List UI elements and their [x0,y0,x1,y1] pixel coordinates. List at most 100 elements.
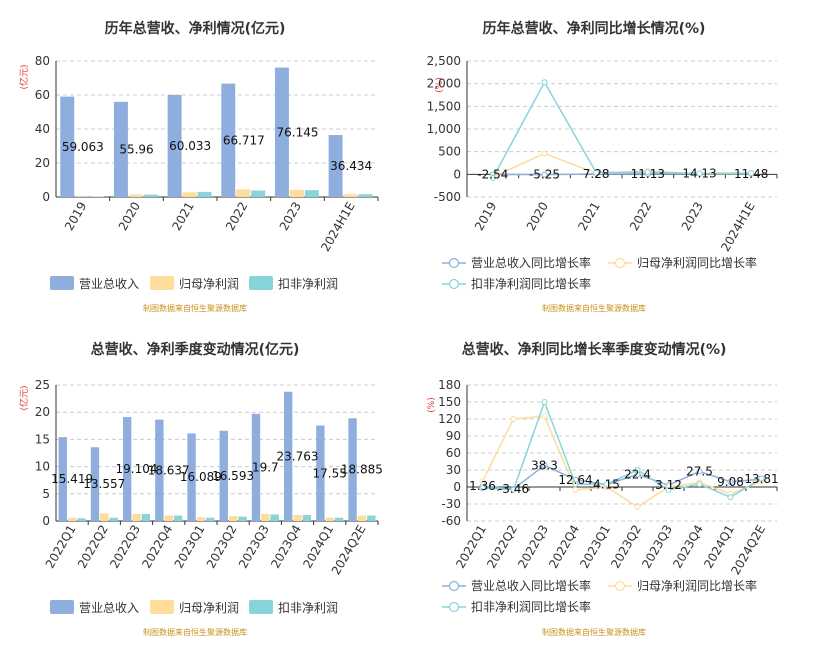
data-label: 27.5 [686,464,713,478]
bar [128,194,143,197]
bar [304,190,319,197]
legend-marker [448,580,460,592]
y-tick-label: 15 [35,432,50,446]
series-point [696,468,703,475]
y-tick-label: 0 [453,167,461,181]
data-label: 17.55 [313,466,347,480]
data-label: 16.089 [180,470,222,484]
series-point [489,174,496,181]
x-tick-label: 2022Q4 [139,523,175,571]
x-tick-label: 2019 [62,200,89,233]
y-tick-label: 150 [438,395,461,409]
series-line [482,464,762,490]
y-tick-label: 2,500 [427,54,461,68]
bar [236,189,251,197]
data-label: 12.64 [558,473,592,487]
legend-marker [448,601,460,613]
bar [113,101,128,197]
x-tick-label: 2023Q3 [236,523,272,571]
source-note: 制图数据来自恒生聚源数据库 [143,627,247,637]
x-tick-label: 2021 [169,200,196,233]
bar [274,67,289,197]
annual-amounts-chart: 历年总营收、净利情况(亿元) (亿元) 0 20 40 60 80 2019 2020 2021 2… [18,20,379,313]
series-point [541,413,548,420]
legend-swatch [150,600,174,614]
bar [325,517,334,521]
y-tick-label: 60 [446,446,461,460]
bar [328,135,343,197]
quarterly-amounts-chart: 总营收、净利季度变动情况(亿元)(亿元)05101520252022Q12022… [18,341,383,637]
bar [141,513,151,521]
data-label: 13.81 [744,472,778,486]
series-point [748,169,755,176]
x-tick-label: 2023 [277,200,304,233]
legend-label: 扣非净利润同比增长率 [471,276,591,291]
series-point [696,170,703,177]
series-point [696,481,703,488]
legend-label: 营业总收入 [79,601,139,615]
bar [182,192,197,197]
legend-label: 归母净利润 [179,601,239,615]
series-point [510,486,517,493]
series-point [644,169,651,176]
bar [187,433,196,521]
legend-label: 归母净利润 [179,277,239,291]
bar [109,517,118,521]
annual-growth-chart: 历年总营收、净利同比增长情况(%) (%) -500 0 500 1,000 1,500 2,… [427,20,778,313]
series-line [481,415,762,508]
x-tick-label: 2024H1E [718,200,758,254]
bar [67,517,77,521]
y-tick-label: 120 [438,412,461,426]
chart-title: 总营收、净利同比增长率季度变动情况(%) [462,341,727,358]
x-tick-label: 2024H1E [318,200,358,254]
data-label: 19.104 [116,462,158,476]
series-point [572,486,579,493]
chart-title: 总营收、净利季度变动情况(亿元) [91,341,300,358]
series-point [634,503,641,510]
data-label: 18.885 [341,463,383,477]
unit-label: (亿元) [18,64,30,89]
y-tick-label: 2,000 [427,77,461,91]
y-tick-label: 60 [35,88,50,102]
bar [221,83,236,197]
data-label: 15.419 [51,472,93,486]
y-tick-label: 90 [446,429,461,443]
series-point [479,478,486,485]
legend-label: 营业总收入同比增长率 [471,255,591,270]
series-point [541,150,548,157]
data-label: 1.36 [469,479,496,493]
series-line [482,399,762,499]
data-label: -2.54 [477,167,508,181]
x-tick-label: 2023 [679,200,706,233]
bar [238,516,247,521]
bar [289,189,304,197]
y-tick-label: 0 [42,190,50,204]
bar [251,190,266,197]
y-tick-label: 1,000 [427,122,461,136]
series-point [727,494,734,501]
x-tick-label: 2022 [627,200,654,233]
bar [132,513,141,521]
series-point [510,416,517,422]
y-tick-label: 20 [35,156,50,170]
bar [228,516,238,521]
bar [60,96,75,197]
data-label: 11.13 [631,167,665,181]
source-note: 制图数据来自恒生聚源数据库 [542,303,646,313]
data-label: 18.637 [148,463,190,477]
y-tick-label: 500 [438,145,461,159]
y-tick-label: 0 [42,514,50,528]
y-tick-label: 30 [446,463,461,477]
legend-marker [448,278,460,290]
bar [122,417,132,521]
series-point [603,481,610,488]
y-tick-label: 5 [42,487,50,501]
bar [302,515,312,521]
y-tick-label: -60 [441,514,461,528]
data-label: 66.717 [223,133,265,147]
chart-title: 历年总营收、净利同比增长情况(%) [483,20,706,37]
data-label: 60.033 [169,139,211,153]
bar [58,437,67,521]
chart-title: 历年总营收、净利情况(亿元) [105,20,286,37]
